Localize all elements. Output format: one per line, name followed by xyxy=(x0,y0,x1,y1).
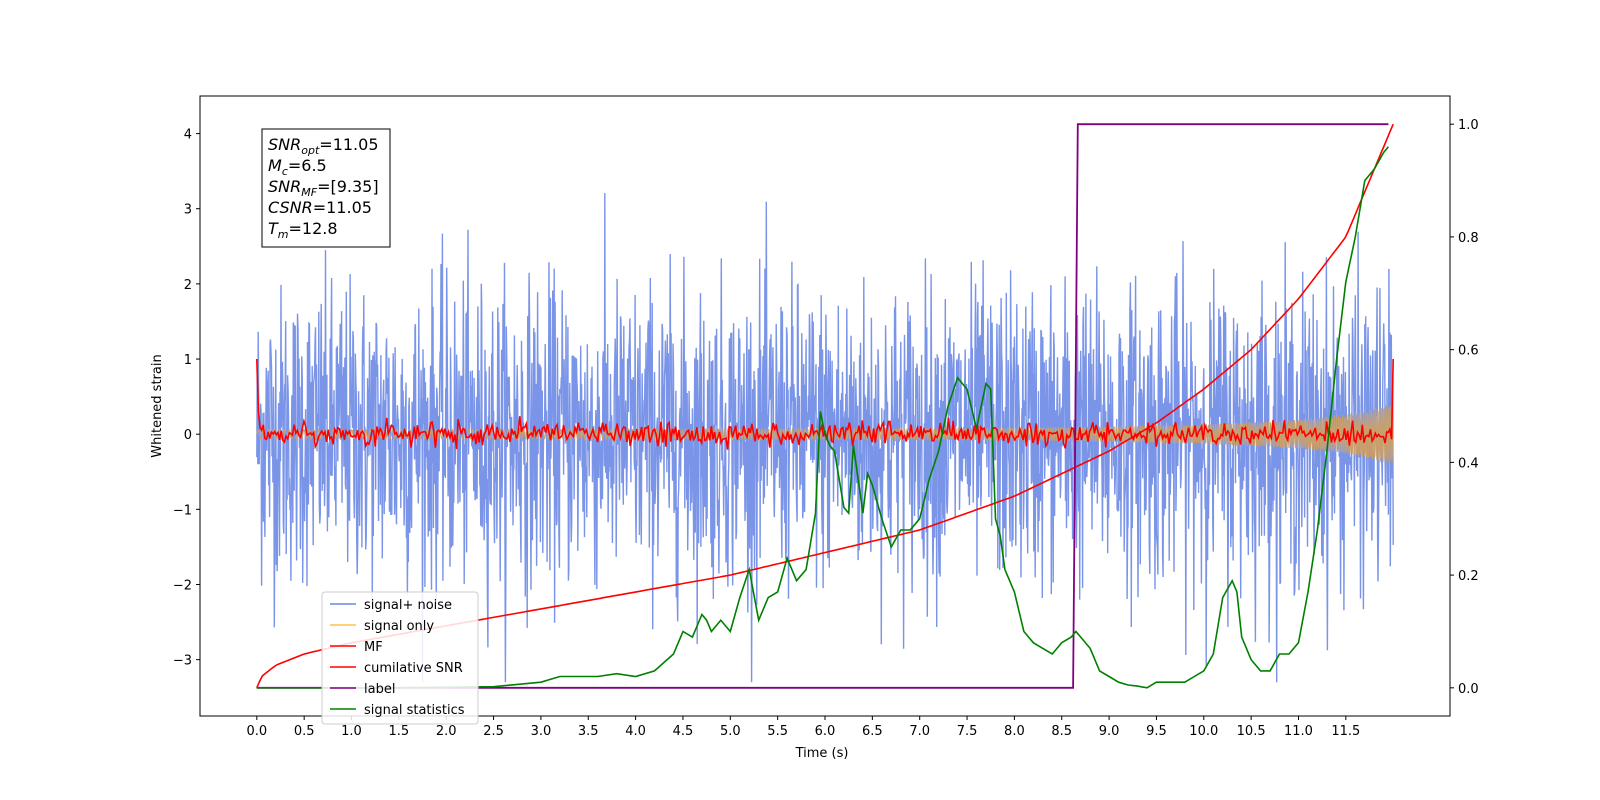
y-tick-label: 4 xyxy=(184,128,192,143)
y-tick-label: 3 xyxy=(184,203,192,218)
label-line xyxy=(256,123,1389,689)
info-box: SNRopt=11.05 Mc=6.5 SNRMF=[9.35] CSNR=11… xyxy=(261,128,391,248)
x-tick-label: 8.0 xyxy=(1004,724,1025,739)
info-snr-mf: SNRMF=[9.35] xyxy=(268,177,379,199)
y2-tick-label: 0.4 xyxy=(1458,456,1479,471)
legend-label: cumilative SNR xyxy=(364,661,463,676)
x-tick-label: 7.5 xyxy=(957,724,978,739)
x-tick-label: 11.5 xyxy=(1331,724,1360,739)
x-tick-label: 6.5 xyxy=(862,724,883,739)
x-tick-label: 2.5 xyxy=(483,724,504,739)
x-tick-label: 3.0 xyxy=(531,724,552,739)
y-axis-ticks: −3 −2 −1 0 1 2 3 4 xyxy=(173,128,200,669)
x-tick-label: 4.0 xyxy=(625,724,646,739)
legend: signal+ noise signal only MF cumilative SNR… xyxy=(321,591,479,725)
x-axis-title: Time (s) xyxy=(795,746,849,761)
signal-statistics-series xyxy=(256,146,1390,689)
x-tick-label: 11.0 xyxy=(1284,724,1313,739)
x-tick-label: 2.0 xyxy=(436,724,457,739)
x-tick-label: 3.5 xyxy=(578,724,599,739)
x-tick-label: 1.5 xyxy=(389,724,410,739)
x-tick-label: 0.5 xyxy=(294,724,315,739)
y-tick-label: −2 xyxy=(173,578,192,593)
y2-tick-label: 1.0 xyxy=(1458,118,1479,133)
y-tick-label: 2 xyxy=(184,278,192,293)
x-tick-label: 10.0 xyxy=(1189,724,1218,739)
y-tick-label: 0 xyxy=(184,428,192,443)
x-tick-label: 7.0 xyxy=(909,724,930,739)
info-csnr: CSNR=11.05 xyxy=(268,198,372,217)
y2-axis-ticks: 0.0 0.2 0.4 0.6 0.8 1.0 xyxy=(1450,118,1479,697)
x-tick-label: 9.0 xyxy=(1099,724,1120,739)
x-tick-label: 8.5 xyxy=(1051,724,1072,739)
y2-tick-label: 0.2 xyxy=(1458,569,1479,584)
x-axis-ticks: 0.0 0.5 1.0 1.5 2.0 2.5 3.0 3.5 4.0 4.5 5.0 5.5 6.0 6… xyxy=(246,716,1360,739)
y-axis-title: Whitened strain xyxy=(150,354,165,457)
y2-tick-label: 0.0 xyxy=(1458,682,1479,697)
y-tick-label: −1 xyxy=(173,503,192,518)
info-mc: Mc=6.5 xyxy=(268,156,327,178)
y-tick-label: 1 xyxy=(184,353,192,368)
info-tm: Tm=12.8 xyxy=(268,219,338,241)
x-tick-label: 5.0 xyxy=(720,724,741,739)
x-tick-label: 9.5 xyxy=(1146,724,1167,739)
legend-label: signal only xyxy=(364,619,434,634)
y2-tick-label: 0.8 xyxy=(1458,231,1479,246)
y2-tick-label: 0.6 xyxy=(1458,344,1479,359)
x-tick-label: 10.5 xyxy=(1237,724,1266,739)
info-box-frame xyxy=(261,128,391,248)
legend-label: label xyxy=(364,682,395,697)
x-tick-label: 5.5 xyxy=(767,724,788,739)
x-tick-label: 1.0 xyxy=(341,724,362,739)
x-tick-label: 4.5 xyxy=(673,724,694,739)
info-snr-opt: SNRopt=11.05 xyxy=(268,135,379,157)
y-tick-label: −3 xyxy=(173,654,192,669)
legend-label: signal statistics xyxy=(364,703,465,718)
label-series xyxy=(256,123,1389,689)
legend-label: MF xyxy=(364,640,383,655)
legend-label: signal+ noise xyxy=(364,598,452,613)
legend-frame xyxy=(321,591,479,725)
x-tick-label: 6.0 xyxy=(815,724,836,739)
x-tick-label: 0.0 xyxy=(246,724,267,739)
signal-statistics-line xyxy=(256,146,1390,689)
